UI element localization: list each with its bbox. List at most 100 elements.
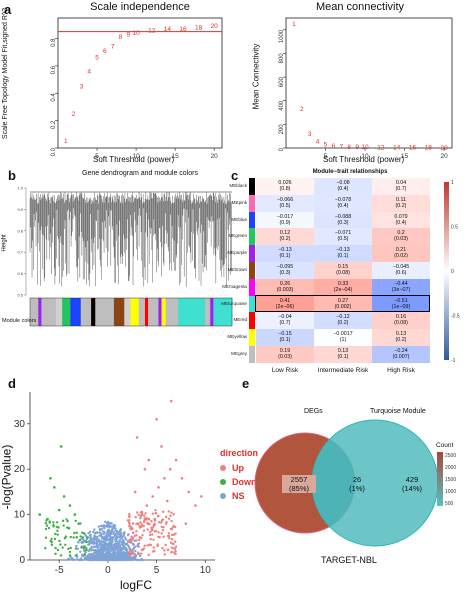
heatmap-cell-correlation: 0.026 bbox=[278, 180, 292, 186]
ns-point bbox=[119, 529, 122, 533]
up-point bbox=[135, 539, 138, 542]
ns-point bbox=[77, 558, 81, 562]
up-point bbox=[184, 522, 188, 525]
down-point bbox=[47, 526, 51, 530]
heatmap-cell: −0.071 (0.5) bbox=[314, 228, 372, 246]
heatmap-cell-correlation: −0.045 bbox=[392, 264, 410, 270]
heatmap-cell-correlation: 0.12 bbox=[279, 230, 291, 237]
up-point bbox=[136, 551, 140, 554]
ns-point bbox=[103, 527, 106, 530]
heatmap-cell-correlation: −0.078 bbox=[334, 196, 352, 203]
heatmap-cell: −0.12 (0.2) bbox=[314, 312, 372, 330]
heatmap-cell: −0.08 (0.4) bbox=[314, 178, 372, 195]
heatmap-cell-pvalue: (0.02) bbox=[394, 253, 408, 260]
up-point bbox=[131, 531, 135, 535]
heatmap-cell: 0.33 (2e−04) bbox=[314, 278, 372, 296]
up-point bbox=[153, 549, 156, 553]
down-point bbox=[79, 522, 82, 525]
module-color-block bbox=[165, 298, 179, 326]
heatmap-row-color-swatch bbox=[249, 295, 255, 313]
up-point bbox=[131, 537, 135, 541]
ns-point bbox=[109, 521, 112, 525]
ns-point bbox=[120, 549, 123, 552]
heatmap-row-color-swatch bbox=[249, 346, 255, 363]
si-point-label: 18 bbox=[195, 25, 203, 32]
ns-point bbox=[98, 531, 101, 534]
ns-point bbox=[105, 555, 108, 558]
heatmap-cell-correlation: −0.24 bbox=[394, 348, 408, 354]
heatmap-cell: 0.15 (0.08) bbox=[314, 262, 372, 279]
ns-point bbox=[75, 544, 78, 548]
up-point bbox=[128, 551, 131, 555]
ns-point bbox=[112, 536, 115, 539]
up-point bbox=[174, 552, 177, 556]
ns-point bbox=[116, 535, 119, 539]
ns-point bbox=[125, 558, 128, 561]
up-point bbox=[130, 528, 133, 531]
ns-point bbox=[116, 533, 120, 536]
ns-point bbox=[95, 545, 98, 548]
up-point bbox=[145, 518, 148, 521]
heatmap-row-color-swatch bbox=[249, 194, 255, 212]
volcano-xtick-label: 10 bbox=[200, 565, 212, 576]
ns-point bbox=[106, 542, 110, 545]
venn-left-count: 2557 bbox=[282, 475, 316, 484]
up-point bbox=[140, 552, 143, 555]
down-point bbox=[85, 540, 88, 544]
heatmap-cell: −0.13 (0.1) bbox=[256, 245, 314, 262]
module-color-block bbox=[62, 298, 71, 326]
up-point bbox=[160, 445, 163, 448]
heatmap-cell-correlation: 0.15 bbox=[337, 264, 349, 270]
heatmap-row-label: MEmagenta bbox=[222, 283, 247, 289]
module-color-block bbox=[210, 298, 214, 326]
heatmap-cell-correlation: 0.26 bbox=[279, 280, 291, 287]
legend-item: Down bbox=[220, 475, 258, 489]
ns-point bbox=[75, 558, 78, 561]
up-point bbox=[153, 519, 157, 522]
heatmap-cell: 0.13 (0.1) bbox=[314, 346, 372, 363]
count-legend-tick: 1000 bbox=[445, 489, 456, 495]
heatmap-cell: −0.017 (0.9) bbox=[256, 211, 314, 229]
up-point bbox=[200, 495, 203, 498]
heatmap-cell-pvalue: (0.3) bbox=[337, 219, 349, 226]
dendrogram-ytick-label: 0.6 bbox=[17, 271, 23, 276]
up-point bbox=[135, 522, 138, 526]
heatmap-cell-pvalue: (0.2) bbox=[395, 337, 407, 344]
up-point bbox=[170, 551, 173, 554]
down-point bbox=[82, 546, 85, 549]
ns-point bbox=[106, 558, 110, 561]
ns-point bbox=[102, 548, 106, 552]
module-color-block bbox=[178, 298, 196, 326]
heatmap-cell-pvalue: (2e−04) bbox=[333, 286, 353, 293]
heatmap-column-label: Low Risk bbox=[271, 366, 299, 374]
heatmap-row-label: MEgreen bbox=[228, 233, 247, 239]
heatmap-cell-pvalue: (0.03) bbox=[278, 354, 292, 360]
ns-point bbox=[123, 558, 126, 561]
up-point bbox=[174, 532, 177, 535]
si-point-label: 10 bbox=[132, 30, 140, 37]
ns-point bbox=[99, 555, 102, 558]
up-point bbox=[142, 514, 146, 517]
heatmap-cell: 0.27 (0.002) bbox=[314, 295, 372, 313]
up-point bbox=[160, 525, 164, 529]
up-point bbox=[127, 521, 131, 524]
module-color-block bbox=[91, 298, 96, 326]
up-point bbox=[167, 510, 170, 513]
down-point bbox=[62, 524, 65, 527]
ns-point bbox=[133, 552, 136, 556]
up-point bbox=[144, 512, 147, 515]
ns-point bbox=[87, 549, 90, 552]
legend-title: direction bbox=[220, 448, 259, 458]
down-point bbox=[57, 508, 61, 512]
venn-left-pct: (85%) bbox=[282, 484, 316, 493]
heatmap-cell-pvalue: (0.1) bbox=[337, 354, 349, 360]
up-point bbox=[148, 533, 152, 537]
heatmap-cell: 0.04 (0.7) bbox=[372, 178, 430, 195]
up-point bbox=[153, 530, 157, 533]
up-point bbox=[126, 534, 130, 537]
down-point bbox=[44, 522, 48, 525]
legend-dot bbox=[220, 465, 226, 471]
ns-point bbox=[88, 542, 91, 545]
si-point-label: 7 bbox=[111, 44, 115, 51]
up-point bbox=[157, 515, 160, 518]
